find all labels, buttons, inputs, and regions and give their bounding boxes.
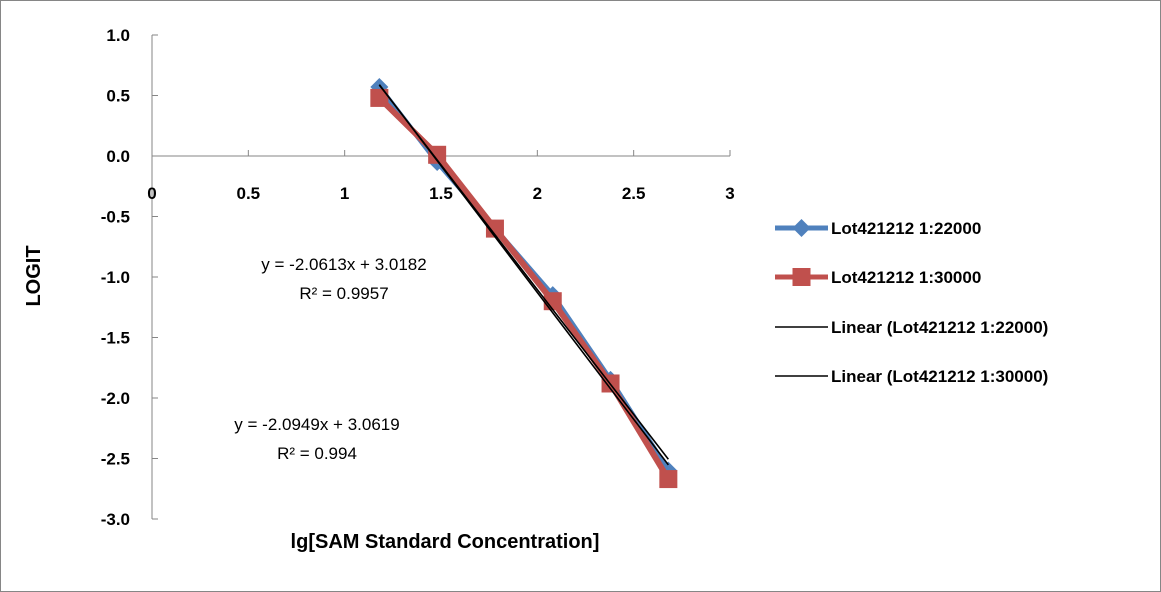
trendline-equations: y = -2.0613x + 3.0182 R² = 0.9957 y = -2.0… [234, 255, 426, 463]
y-tick-label: 0.5 [106, 87, 130, 106]
trendline-r2: R² = 0.994 [277, 444, 357, 463]
series-line [377, 95, 671, 481]
legend: Lot421212 1:22000 Lot421212 1:30000 Linear… [775, 219, 1048, 386]
legend-label: Linear (Lot421212 1:22000) [831, 318, 1048, 337]
y-tick-label: 0.0 [106, 147, 130, 166]
trendline-equation: y = -2.0613x + 3.0182 [261, 255, 426, 274]
legend-label: Lot421212 1:22000 [831, 219, 981, 238]
x-tick-label: 1 [340, 184, 349, 203]
y-tick-label: -3.0 [101, 510, 130, 529]
x-tick-label: 2 [533, 184, 542, 203]
x-axis-title: lg[SAM Standard Concentration] [291, 531, 600, 553]
y-tick-label: -1.5 [101, 329, 130, 348]
x-tick-label: 2.5 [622, 184, 646, 203]
x-tick-label: 0 [147, 184, 156, 203]
legend-label: Linear (Lot421212 1:30000) [831, 367, 1048, 386]
series [370, 78, 678, 489]
data-point-square [485, 219, 504, 238]
x-tick-label: 0.5 [237, 184, 261, 203]
data-point-square [659, 470, 678, 489]
y-tick-label: 1.0 [106, 26, 130, 45]
data-point-square [370, 88, 389, 107]
y-axis-title: LOGIT [23, 245, 45, 306]
y-tick-label: -1.0 [101, 268, 130, 287]
axes: 1.0 0.5 0.0 -0.5 -1.0 -1.5 -2.0 -2.5 -3.0 0 0.5 1 1.… [101, 26, 735, 529]
y-tick-label: -2.0 [101, 389, 130, 408]
legend-label: Lot421212 1:30000 [831, 268, 981, 287]
x-tick-label: 1.5 [429, 184, 453, 203]
y-tick-label: -0.5 [101, 208, 130, 227]
data-point-square [428, 145, 447, 164]
trendline-equation: y = -2.0949x + 3.0619 [234, 415, 399, 434]
trendline [378, 84, 669, 466]
y-tick-label: -2.5 [101, 450, 130, 469]
x-tick-label: 3 [725, 184, 734, 203]
legend-marker-square [792, 268, 811, 286]
legend-marker-diamond [792, 219, 811, 237]
trendline-r2: R² = 0.9957 [299, 284, 388, 303]
